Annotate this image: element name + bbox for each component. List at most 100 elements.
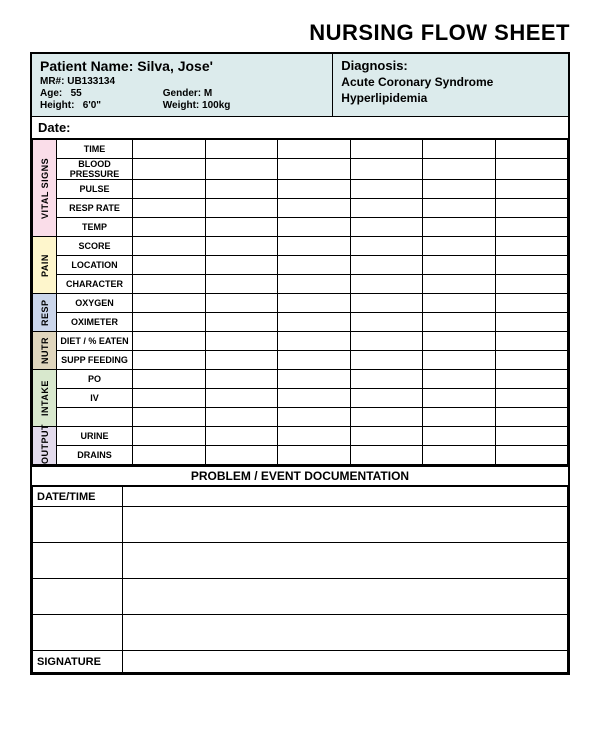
- data-cell[interactable]: [495, 332, 568, 351]
- datetime-cell[interactable]: [33, 579, 123, 615]
- data-cell[interactable]: [278, 159, 351, 180]
- data-cell[interactable]: [495, 218, 568, 237]
- data-cell[interactable]: [350, 408, 423, 427]
- data-cell[interactable]: [133, 294, 206, 313]
- data-cell[interactable]: [278, 275, 351, 294]
- data-cell[interactable]: [205, 218, 278, 237]
- problem-note-cell[interactable]: [123, 579, 568, 615]
- data-cell[interactable]: [350, 446, 423, 465]
- data-cell[interactable]: [495, 370, 568, 389]
- data-cell[interactable]: [495, 199, 568, 218]
- data-cell[interactable]: [350, 294, 423, 313]
- data-cell[interactable]: [205, 199, 278, 218]
- data-cell[interactable]: [205, 159, 278, 180]
- data-cell[interactable]: [133, 370, 206, 389]
- data-cell[interactable]: [423, 351, 496, 370]
- data-cell[interactable]: [205, 427, 278, 446]
- data-cell[interactable]: [205, 408, 278, 427]
- data-cell[interactable]: [423, 370, 496, 389]
- data-cell[interactable]: [278, 408, 351, 427]
- data-cell[interactable]: [495, 389, 568, 408]
- data-cell[interactable]: [423, 332, 496, 351]
- data-cell[interactable]: [423, 199, 496, 218]
- data-cell[interactable]: [133, 332, 206, 351]
- data-cell[interactable]: [205, 237, 278, 256]
- problem-note-cell[interactable]: [123, 615, 568, 651]
- data-cell[interactable]: [423, 408, 496, 427]
- data-cell[interactable]: [495, 408, 568, 427]
- data-cell[interactable]: [423, 427, 496, 446]
- data-cell[interactable]: [133, 199, 206, 218]
- data-cell[interactable]: [205, 446, 278, 465]
- data-cell[interactable]: [133, 256, 206, 275]
- data-cell[interactable]: [133, 159, 206, 180]
- data-cell[interactable]: [133, 408, 206, 427]
- data-cell[interactable]: [495, 237, 568, 256]
- data-cell[interactable]: [133, 218, 206, 237]
- data-cell[interactable]: [278, 389, 351, 408]
- data-cell[interactable]: [423, 237, 496, 256]
- data-cell[interactable]: [423, 389, 496, 408]
- data-cell[interactable]: [350, 199, 423, 218]
- data-cell[interactable]: [495, 180, 568, 199]
- data-cell[interactable]: [350, 159, 423, 180]
- data-cell[interactable]: [423, 275, 496, 294]
- data-cell[interactable]: [495, 313, 568, 332]
- data-cell[interactable]: [350, 256, 423, 275]
- data-cell[interactable]: [423, 180, 496, 199]
- data-cell[interactable]: [133, 427, 206, 446]
- data-cell[interactable]: [205, 313, 278, 332]
- data-cell[interactable]: [423, 313, 496, 332]
- data-cell[interactable]: [278, 180, 351, 199]
- data-cell[interactable]: [205, 256, 278, 275]
- data-cell[interactable]: [205, 180, 278, 199]
- data-cell[interactable]: [205, 351, 278, 370]
- data-cell[interactable]: [350, 180, 423, 199]
- data-cell[interactable]: [350, 313, 423, 332]
- data-cell[interactable]: [205, 389, 278, 408]
- data-cell[interactable]: [133, 237, 206, 256]
- data-cell[interactable]: [423, 446, 496, 465]
- data-cell[interactable]: [350, 237, 423, 256]
- data-cell[interactable]: [278, 140, 351, 159]
- data-cell[interactable]: [133, 446, 206, 465]
- data-cell[interactable]: [205, 294, 278, 313]
- data-cell[interactable]: [133, 389, 206, 408]
- datetime-cell[interactable]: [33, 507, 123, 543]
- data-cell[interactable]: [423, 294, 496, 313]
- data-cell[interactable]: [133, 275, 206, 294]
- data-cell[interactable]: [495, 256, 568, 275]
- problem-note-cell[interactable]: [123, 543, 568, 579]
- data-cell[interactable]: [278, 332, 351, 351]
- data-cell[interactable]: [350, 351, 423, 370]
- problem-note-cell[interactable]: [123, 507, 568, 543]
- data-cell[interactable]: [495, 275, 568, 294]
- datetime-cell[interactable]: [33, 615, 123, 651]
- data-cell[interactable]: [205, 140, 278, 159]
- data-cell[interactable]: [278, 313, 351, 332]
- data-cell[interactable]: [350, 389, 423, 408]
- data-cell[interactable]: [350, 370, 423, 389]
- data-cell[interactable]: [278, 294, 351, 313]
- data-cell[interactable]: [205, 275, 278, 294]
- data-cell[interactable]: [133, 140, 206, 159]
- data-cell[interactable]: [495, 446, 568, 465]
- data-cell[interactable]: [350, 332, 423, 351]
- data-cell[interactable]: [278, 256, 351, 275]
- data-cell[interactable]: [495, 140, 568, 159]
- data-cell[interactable]: [205, 370, 278, 389]
- data-cell[interactable]: [495, 294, 568, 313]
- data-cell[interactable]: [278, 199, 351, 218]
- data-cell[interactable]: [423, 218, 496, 237]
- data-cell[interactable]: [495, 351, 568, 370]
- data-cell[interactable]: [278, 370, 351, 389]
- data-cell[interactable]: [133, 180, 206, 199]
- data-cell[interactable]: [133, 351, 206, 370]
- data-cell[interactable]: [205, 332, 278, 351]
- data-cell[interactable]: [495, 159, 568, 180]
- data-cell[interactable]: [278, 218, 351, 237]
- data-cell[interactable]: [350, 427, 423, 446]
- signature-cell[interactable]: [123, 651, 568, 673]
- data-cell[interactable]: [278, 427, 351, 446]
- data-cell[interactable]: [495, 427, 568, 446]
